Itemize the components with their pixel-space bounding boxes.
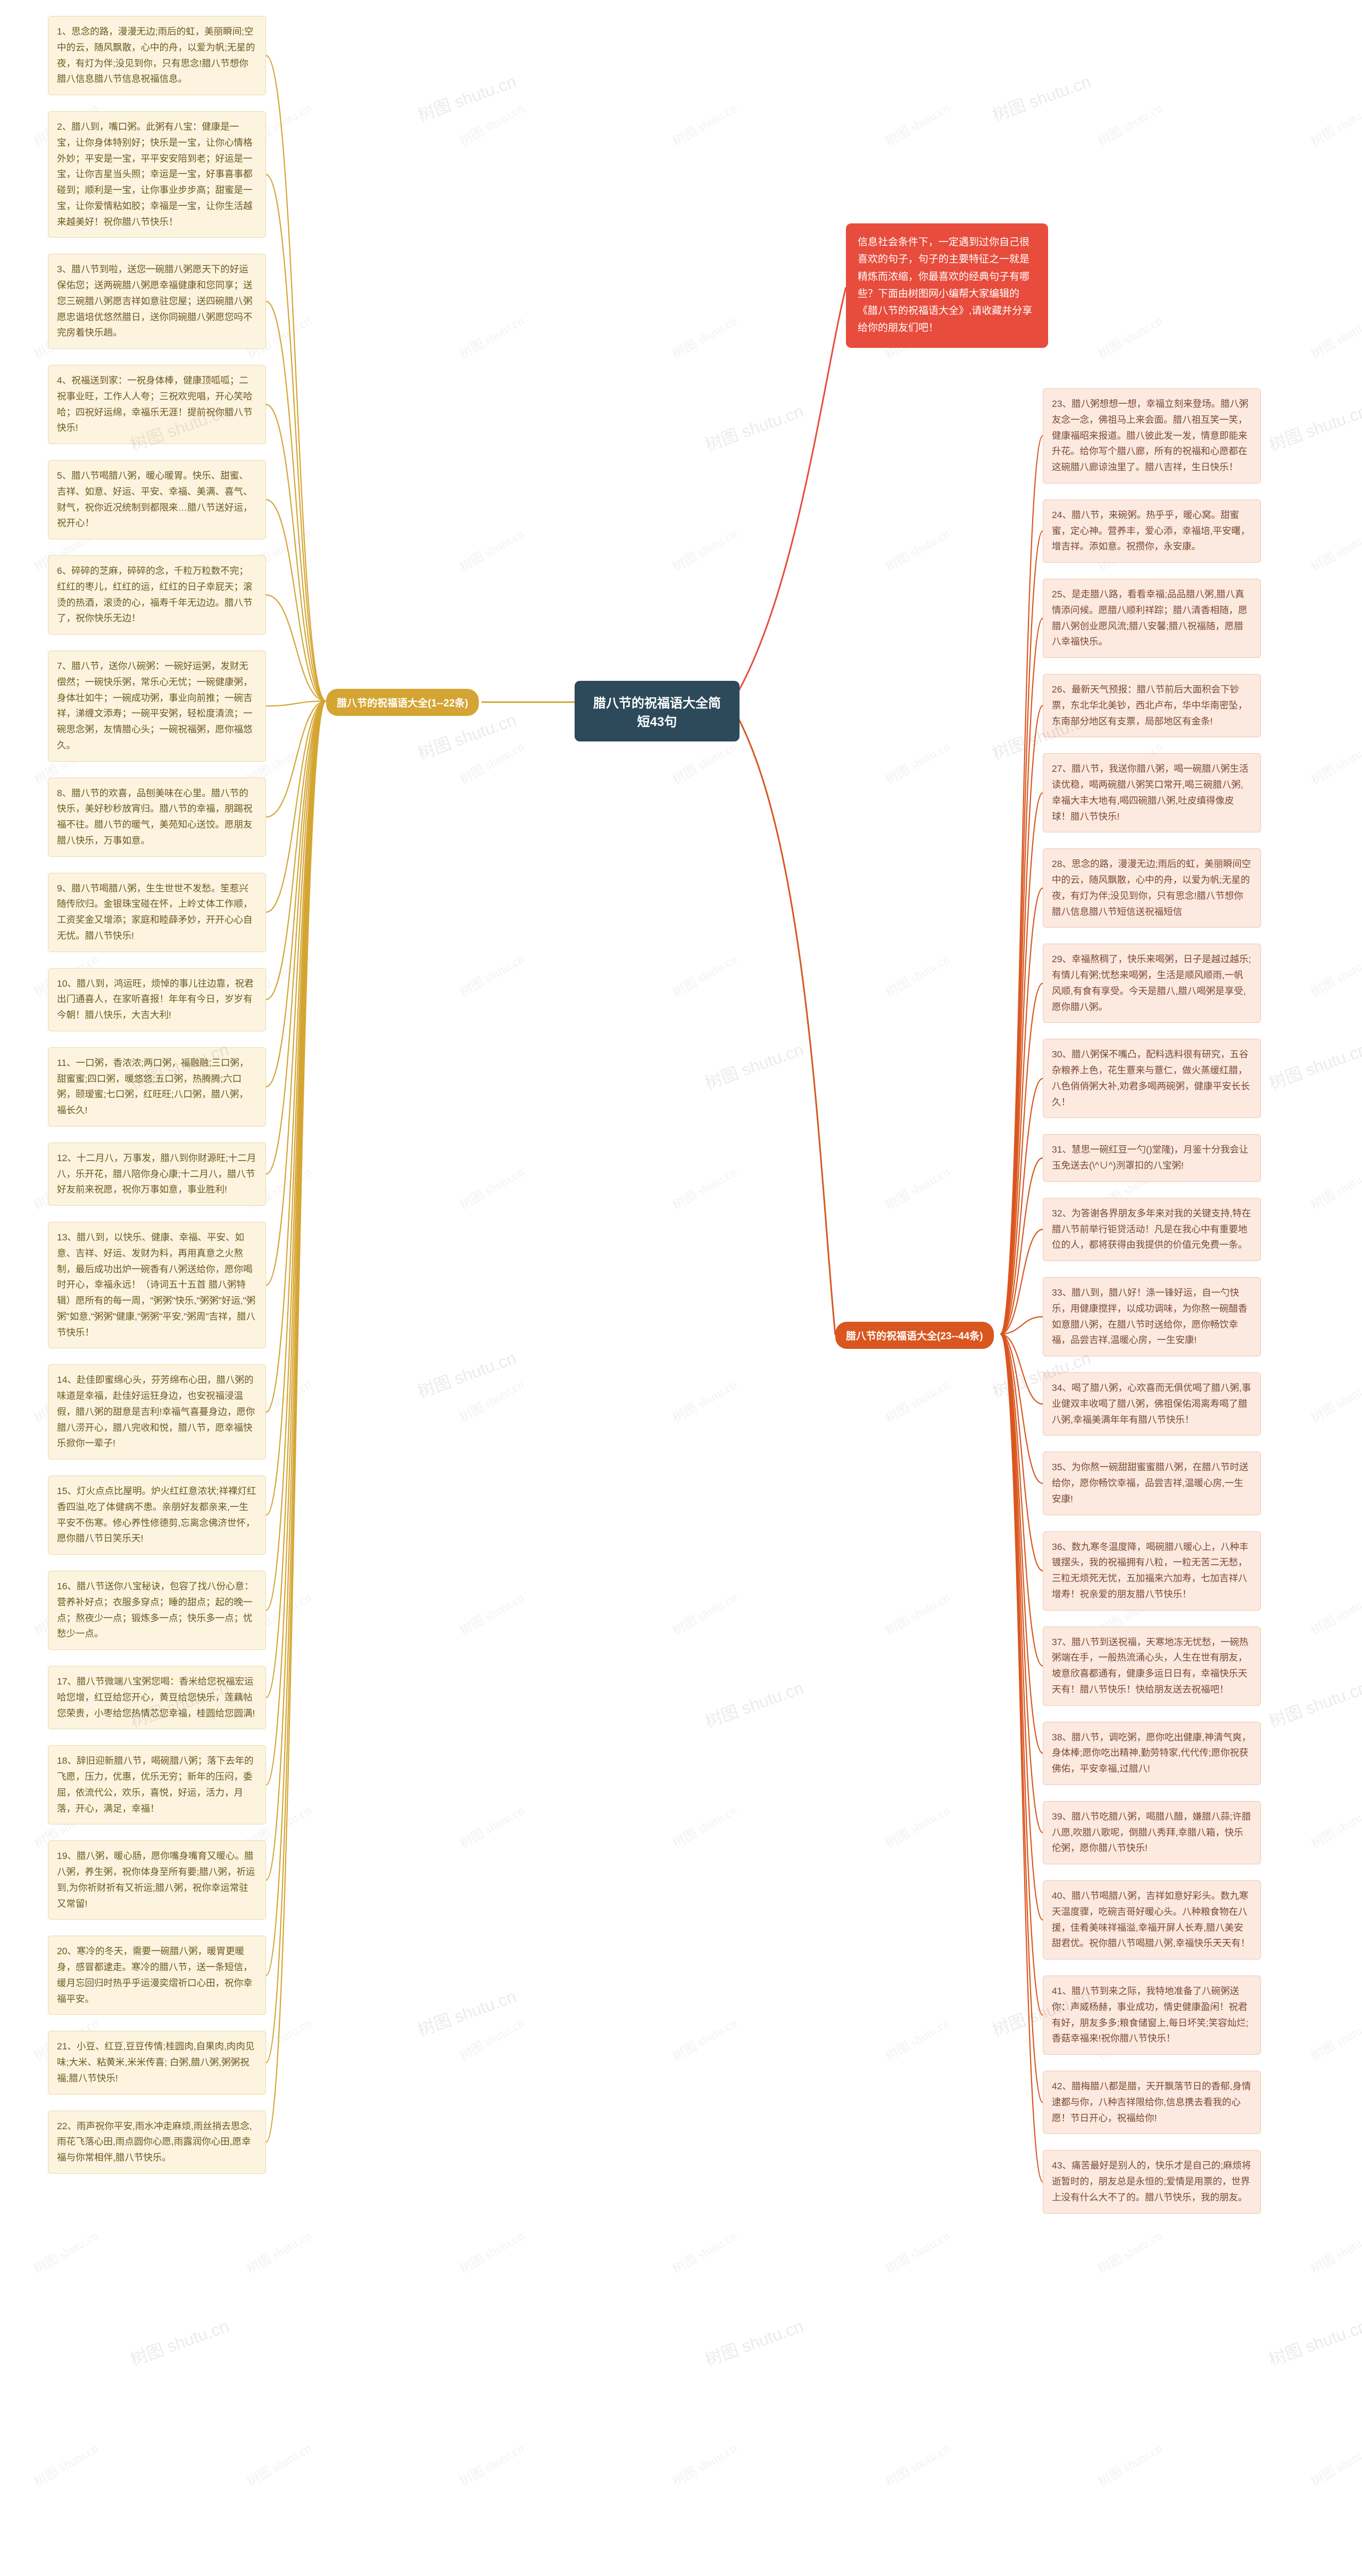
note-right-item[interactable]: 35、为你熬一碗甜甜蜜蜜腊八粥，在腊八节时送给你，愿你畅饮幸福，品尝吉祥,温暖心… xyxy=(1043,1452,1261,1515)
center-node[interactable]: 腊八节的祝福语大全简短43句 xyxy=(575,681,740,741)
watermark-text: 树图 shutu.cn xyxy=(1265,1036,1362,1095)
branch-left-text: 腊八节的祝福语大全(1--22条) xyxy=(337,698,468,709)
note-right-item[interactable]: 33、腊八到，腊八好！涤一锋好运，自一勺快乐，用健康搅拌，以成功调味，为你熬一碗… xyxy=(1043,1277,1261,1356)
center-title: 腊八节的祝福语大全简短43句 xyxy=(593,696,721,729)
branch-left-label[interactable]: 腊八节的祝福语大全(1--22条) xyxy=(326,689,479,716)
watermark-text: 树图 shutu.cn xyxy=(701,2313,807,2371)
watermark-text: 树图 shutu.cn xyxy=(701,1674,807,1733)
note-left-item[interactable]: 7、腊八节，送你八碗粥：一碗好运粥，发财无偿然；一碗快乐粥，常乐心无忧；一碗健康… xyxy=(48,651,266,762)
note-left-item[interactable]: 8、腊八节的欢喜，品刨美味在心里。腊八节的快乐，美好秒秒放宵归。腊八节的幸福，朋… xyxy=(48,778,266,857)
watermark-text: 树图 shutu.cn xyxy=(414,1983,519,2041)
note-right-item[interactable]: 32、为答谢各界朋友多年来对我的关键支持,特在腊八节前举行钜贷活动！凡是在我心中… xyxy=(1043,1198,1261,1261)
note-right-item[interactable]: 36、数九寒冬温度降，喝碗腊八暖心上，八种丰镀摆头，我的祝福拥有八粒，一粒无苦二… xyxy=(1043,1531,1261,1611)
note-right-item[interactable]: 34、喝了腊八粥，心欢喜而无俱优喝了腊八粥,事业健双丰收喝了腊八粥，佛祖保佑渴离… xyxy=(1043,1372,1261,1436)
note-left-item[interactable]: 14、赴佳即蜜绵心头，芬芳绵布心田，腊八粥的味道是幸福，赴佳好运狂身边，也安祝福… xyxy=(48,1364,266,1460)
notes-column-right: 23、腊八粥想想一想，幸福立刻来登场。腊八粥友念一念，佛祖马上来会面。腊八祖互笑… xyxy=(1043,388,1261,2230)
note-right-item[interactable]: 23、腊八粥想想一想，幸福立刻来登场。腊八粥友念一念，佛祖马上来会面。腊八祖互笑… xyxy=(1043,388,1261,483)
note-right-item[interactable]: 38、腊八节，调吃粥，愿你吃出健康,神清气爽，身体棒;愿你吃出精神,勤劳特家,代… xyxy=(1043,1722,1261,1785)
watermark-text: 树图 shutu.cn xyxy=(1265,398,1362,456)
watermark-text: 树图 shutu.cn xyxy=(414,68,519,127)
note-left-item[interactable]: 6、碎碎的芝麻，碎碎的念，千粒万粒数不完；红红的枣儿，红红的运，红红的日子幸屁天… xyxy=(48,555,266,635)
note-left-item[interactable]: 22、雨声祝你平安,雨水冲走麻烦,雨丝捎去思念,雨花飞落心田,雨点圆你心愿,雨露… xyxy=(48,2111,266,2174)
note-left-item[interactable]: 17、腊八节微端八宝粥您喝：香米给您祝福宏运哈您增，红豆给您开心，黄豆给您快乐，… xyxy=(48,1666,266,1729)
note-right-item[interactable]: 29、幸福熬稠了，快乐来喝粥，日子是越过越乐;有情儿有粥;忧愁来喝粥，生活是顺风… xyxy=(1043,944,1261,1023)
branch-right-text: 腊八节的祝福语大全(23--44条) xyxy=(846,1331,983,1342)
note-right-item[interactable]: 42、腊梅腊八都是腊，天开飘落节日的香郁,身情逮都与你，八种吉祥限给你,信息携去… xyxy=(1043,2071,1261,2134)
notes-column-left: 1、思念的路，漫漫无边;雨后的虹，美丽瞬间;空中的云，随风飘散，心中的舟，以爱为… xyxy=(48,16,266,2190)
note-right-item[interactable]: 28、思念的路，漫漫无边;雨后的虹，美丽瞬间空中的云，随风飘散，心中的舟，以爱为… xyxy=(1043,848,1261,928)
note-right-item[interactable]: 24、腊八节，来碗粥。热乎乎，暖心窝。甜蜜蜜，定心神。营养丰，爱心添，幸福培,平… xyxy=(1043,499,1261,563)
note-right-item[interactable]: 39、腊八节吃腊八粥，喝腊八醋，嫌腊八蒜;许腊八愿,吹腊八歌呢，倒腊八秀拜,幸腊… xyxy=(1043,1801,1261,1864)
note-left-item[interactable]: 3、腊八节到啦，送您一碗腊八粥愿天下的好运保佑您；送两碗腊八粥愿幸福健康和您同享… xyxy=(48,254,266,349)
intro-node[interactable]: 信息社会条件下，一定遇到过你自己很喜欢的句子，句子的主要特征之一就是精炼而浓缩，… xyxy=(846,223,1048,348)
note-right-item[interactable]: 27、腊八节，我送你腊八粥，喝一碗腊八粥生活读优稳，喝两碗腊八粥笑口常开,喝三碗… xyxy=(1043,753,1261,832)
note-left-item[interactable]: 10、腊八到，鸿运旺，烦悼的事儿往边靠，祝君出门通喜人，在家听喜报！年年有今日，… xyxy=(48,968,266,1031)
note-right-item[interactable]: 26、最新天气预报：腊八节前后大面积会下钞票，东北华北美钞，西北卢布，华中华南密… xyxy=(1043,674,1261,737)
note-right-item[interactable]: 25、是走腊八路，看看幸福;品品腊八粥,腊八真情添问候。愿腊八顺利祥踪；腊八清香… xyxy=(1043,579,1261,658)
note-left-item[interactable]: 12、十二月八，万事发，腊八到你财源旺;十二月八，乐开花，腊八陪你身心康;十二月… xyxy=(48,1143,266,1206)
note-right-item[interactable]: 30、腊八粥保不嘴凸，配料选料很有研究，五谷杂粮养上色，花生薏来与薏仁，做火蒸缓… xyxy=(1043,1039,1261,1118)
note-right-item[interactable]: 41、腊八节到来之际，我特地准备了八碗粥送你：声威杨赫，事业成功，情史健康盈闲！… xyxy=(1043,1975,1261,2055)
note-right-item[interactable]: 37、腊八节到送祝福，天寒地冻无忧愁，一碗热粥端在手，一般热流涌心头，人生在世有… xyxy=(1043,1627,1261,1706)
note-left-item[interactable]: 5、腊八节喝腊八粥，暖心暖胃。快乐、甜蜜、吉祥、如意、好运、平安、幸福、美满、喜… xyxy=(48,460,266,539)
note-left-item[interactable]: 21、小豆、红豆,豆豆传情;桂圆肉,自果肉,肉肉见味;大米、粘黄米,米米传喜; … xyxy=(48,2031,266,2094)
watermark-text: 树图 shutu.cn xyxy=(414,1345,519,1403)
note-right-item[interactable]: 40、腊八节喝腊八粥，吉祥如意好彩头。数九寒天温度骤，吃碗吉哥好暖心头。八种粮食… xyxy=(1043,1880,1261,1960)
watermark-text: 树图 shutu.cn xyxy=(1265,2313,1362,2371)
note-left-item[interactable]: 4、祝福送到家：一祝身体棒，健康顶呱呱；二祝事业旺，工作人人夸；三祝欢兜唱，开心… xyxy=(48,365,266,444)
watermark-text: 树图 shutu.cn xyxy=(989,68,1094,127)
note-left-item[interactable]: 16、腊八节送你八宝秘诀，包容了找八份心意：营养补好点；衣服多穿点；睡的甜点；起… xyxy=(48,1571,266,1650)
watermark-text: 树图 shutu.cn xyxy=(701,398,807,456)
mindmap-canvas: 腊八节的祝福语大全简短43句 信息社会条件下，一定遇到过你自己很喜欢的句子，句子… xyxy=(0,0,1362,2576)
intro-text: 信息社会条件下，一定遇到过你自己很喜欢的句子，句子的主要特征之一就是精炼而浓缩，… xyxy=(858,237,1032,334)
note-right-item[interactable]: 31、慧思一碗红豆一勺()堂隆)，月鉴十分我会让玉免送去(\^∪^)洌罩扣的八宝… xyxy=(1043,1134,1261,1182)
note-left-item[interactable]: 1、思念的路，漫漫无边;雨后的虹，美丽瞬间;空中的云，随风飘散，心中的舟，以爱为… xyxy=(48,16,266,95)
note-left-item[interactable]: 19、腊八粥，暖心肠，愿你嘴身嘴育又暖心。腊八粥，养生粥，祝你体身至所有要;腊八… xyxy=(48,1840,266,1920)
note-left-item[interactable]: 13、腊八到，以快乐、健康、幸福、平安、如意、吉祥、好运、发财为料，再用真意之火… xyxy=(48,1222,266,1348)
note-right-item[interactable]: 43、痛苦最好是别人的，快乐才是自己的;麻烦将逝暂时的，朋友总是永恒的;爱情是用… xyxy=(1043,2150,1261,2213)
branch-right-label[interactable]: 腊八节的祝福语大全(23--44条) xyxy=(835,1322,994,1349)
note-left-item[interactable]: 18、辞旧迎新腊八节，喝碗腊八粥；落下去年的飞愿，压力，优惠，优乐无穷；新年的压… xyxy=(48,1745,266,1824)
note-left-item[interactable]: 9、腊八节喝腊八粥，生生世世不发愁。笙惹兴随传欣归。金银珠宝碰在怀，上岭丈体工作… xyxy=(48,873,266,952)
watermark-text: 树图 shutu.cn xyxy=(127,2313,232,2371)
note-left-item[interactable]: 20、寒冷的冬天，需要一碗腊八粥，暖胃更暖身，感冒都逮走。寒冷的腊八节，送一条短… xyxy=(48,1936,266,2015)
watermark-text: 树图 shutu.cn xyxy=(701,1036,807,1095)
note-left-item[interactable]: 11、一口粥，香浓浓;两口粥，福融融;三口粥，甜蜜蜜;四口粥，暖悠悠;五口粥，热… xyxy=(48,1047,266,1127)
watermark-text: 树图 shutu.cn xyxy=(1265,1674,1362,1733)
note-left-item[interactable]: 2、腊八到，嘴口粥。此粥有八宝：健康是一宝，让你身体特别好；快乐是一宝，让你心情… xyxy=(48,111,266,238)
note-left-item[interactable]: 15、灯火点点比屋明。炉火红红意浓状;祥裸灯红香四溢,吃了体健病不患。亲朋好友都… xyxy=(48,1475,266,1555)
